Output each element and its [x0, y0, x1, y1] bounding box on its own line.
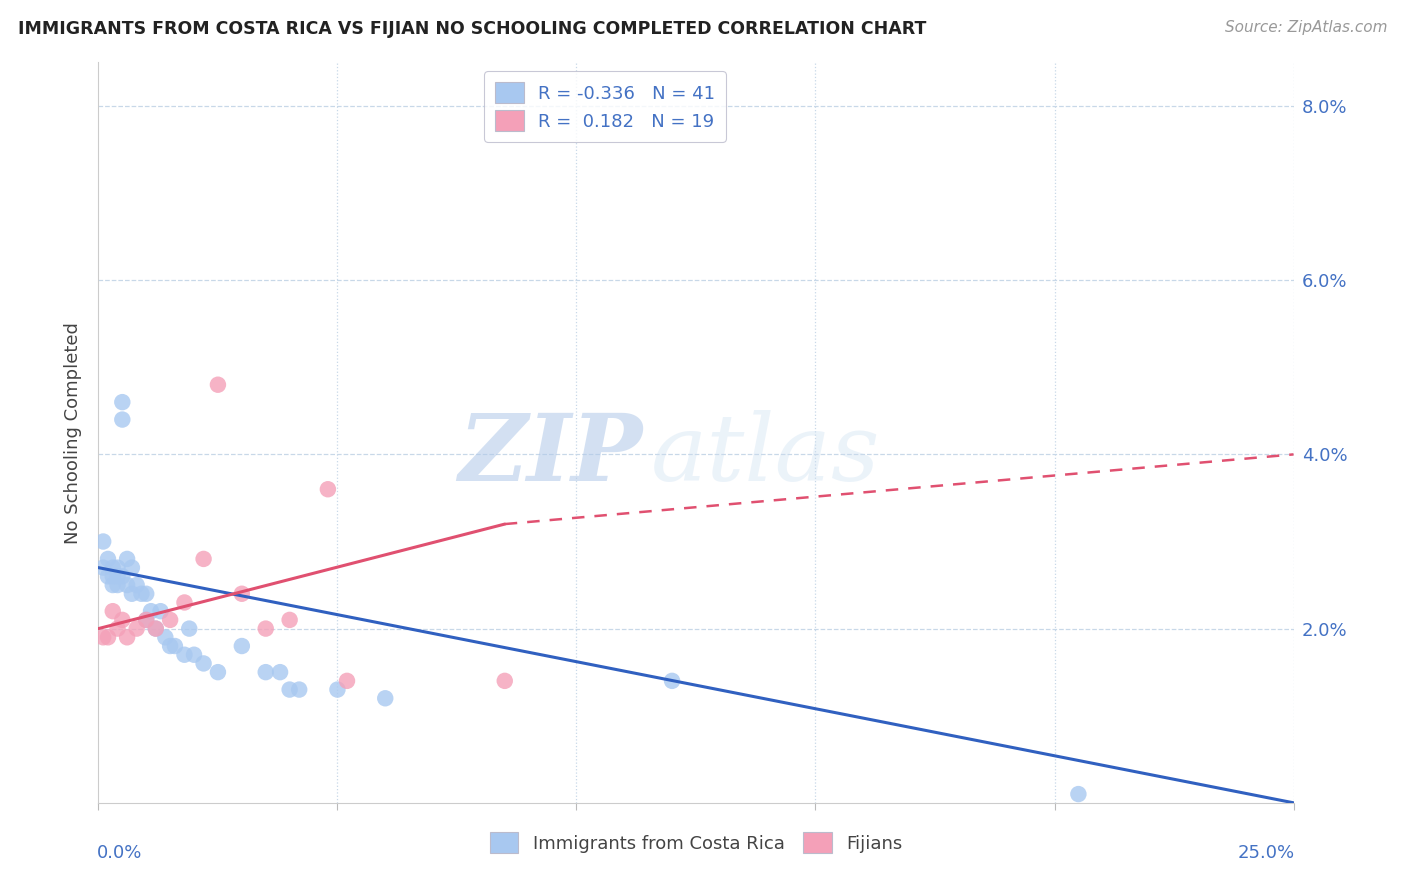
- Legend: Immigrants from Costa Rica, Fijians: Immigrants from Costa Rica, Fijians: [482, 825, 910, 861]
- Point: [135, 613, 157, 627]
- Point: [101, 569, 124, 583]
- Text: IMMIGRANTS FROM COSTA RICA VS FIJIAN NO SCHOOLING COMPLETED CORRELATION CHART: IMMIGRANTS FROM COSTA RICA VS FIJIAN NO …: [18, 20, 927, 37]
- Point: [97, 630, 120, 644]
- Text: atlas: atlas: [651, 409, 880, 500]
- Point: [107, 569, 129, 583]
- Point: [173, 648, 195, 662]
- Y-axis label: No Schooling Completed: No Schooling Completed: [65, 322, 83, 543]
- Point: [91, 630, 114, 644]
- Point: [183, 648, 205, 662]
- Point: [288, 682, 311, 697]
- Point: [91, 534, 114, 549]
- Point: [111, 613, 134, 627]
- Point: [207, 665, 229, 680]
- Point: [121, 560, 143, 574]
- Point: [139, 604, 162, 618]
- Point: [101, 560, 124, 574]
- Point: [145, 622, 167, 636]
- Point: [269, 665, 291, 680]
- Point: [121, 587, 143, 601]
- Point: [145, 622, 167, 636]
- Point: [155, 630, 177, 644]
- Point: [101, 604, 124, 618]
- Point: [107, 578, 129, 592]
- Point: [91, 560, 114, 574]
- Point: [173, 595, 195, 609]
- Point: [101, 578, 124, 592]
- Point: [661, 673, 683, 688]
- Point: [115, 630, 138, 644]
- Point: [111, 412, 134, 426]
- Point: [193, 552, 215, 566]
- Point: [159, 613, 181, 627]
- Point: [374, 691, 396, 706]
- Point: [254, 622, 277, 636]
- Point: [231, 639, 253, 653]
- Point: [1067, 787, 1090, 801]
- Point: [107, 560, 129, 574]
- Point: [135, 587, 157, 601]
- Point: [125, 622, 148, 636]
- Point: [115, 578, 138, 592]
- Point: [494, 673, 516, 688]
- Point: [107, 622, 129, 636]
- Point: [97, 552, 120, 566]
- Point: [278, 682, 301, 697]
- Point: [115, 552, 138, 566]
- Text: 25.0%: 25.0%: [1237, 844, 1295, 862]
- Point: [193, 657, 215, 671]
- Point: [336, 673, 359, 688]
- Point: [179, 622, 201, 636]
- Point: [326, 682, 349, 697]
- Point: [163, 639, 186, 653]
- Point: [278, 613, 301, 627]
- Point: [135, 613, 157, 627]
- Point: [231, 587, 253, 601]
- Point: [207, 377, 229, 392]
- Point: [97, 569, 120, 583]
- Point: [149, 604, 172, 618]
- Text: ZIP: ZIP: [458, 409, 643, 500]
- Point: [111, 569, 134, 583]
- Point: [316, 482, 339, 496]
- Point: [125, 578, 148, 592]
- Point: [159, 639, 181, 653]
- Point: [254, 665, 277, 680]
- Point: [111, 395, 134, 409]
- Text: 0.0%: 0.0%: [97, 844, 142, 862]
- Point: [131, 587, 153, 601]
- Text: Source: ZipAtlas.com: Source: ZipAtlas.com: [1225, 20, 1388, 35]
